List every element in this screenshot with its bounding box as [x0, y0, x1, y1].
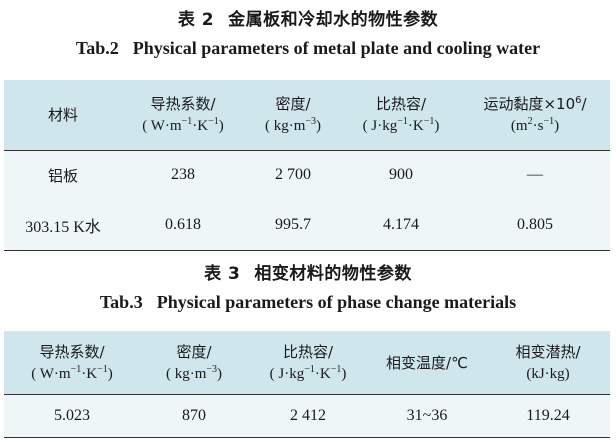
table3-header-latent-heat: 相变潜热/ (kJ·kg) — [515, 342, 581, 382]
table2-title-en: Physical parameters of metal plate and c… — [132, 38, 541, 58]
table3-title-cn: 相变材料的物性参数 — [254, 264, 412, 284]
table2-cell-material: 303.15 K水 — [4, 200, 122, 250]
table3-header-density: 密度/ ( kg·m−3) — [165, 342, 223, 382]
table2-cell: 238 — [171, 166, 195, 183]
table3-cell: 870 — [182, 406, 206, 424]
table2-cell-material: 铝板 — [47, 166, 78, 185]
table2-cell: 4.174 — [383, 216, 419, 233]
table3: 导热系数/ ( W·m−1·K−1) 密度/ ( kg·m−3) 比热容/ ( … — [4, 331, 610, 437]
table2-cell: — — [527, 166, 543, 183]
table3-cell: 119.24 — [526, 406, 570, 424]
table3-number-cn: 表 3 — [204, 264, 241, 284]
table2-title-cn: 金属板和冷却水的物性参数 — [228, 10, 439, 30]
table2-header-viscosity: 运动黏度×106/ (m2·s−1) — [483, 95, 587, 134]
table3-bottom-rule — [4, 437, 610, 438]
table2-header-material: 材料 — [47, 106, 78, 124]
table3-number-en: Tab.3 — [99, 292, 143, 312]
table2-cell: 2 700 — [275, 166, 311, 183]
table2-caption-en: Tab.2 Physical parameters of metal plate … — [0, 38, 616, 59]
table2-caption-cn: 表 2 金属板和冷却水的物性参数 — [0, 5, 616, 30]
table3-header-row: 导热系数/ ( W·m−1·K−1) 密度/ ( kg·m−3) 比热容/ ( … — [4, 331, 610, 394]
table3-header-specific-heat: 比热容/ ( J·kg−1·K−1) — [269, 342, 347, 382]
table2-bottom-rule — [4, 250, 610, 251]
table2-header-specific-heat: 比热容/ ( J·kg−1·K−1) — [362, 95, 440, 134]
table3-title-en: Physical parameters of phase change mate… — [156, 292, 517, 312]
table2-number-cn: 表 2 — [177, 10, 215, 30]
table2-cell: 0.805 — [517, 216, 553, 233]
table2: 材料 导热系数/ ( W·m−1·K−1) 密度/ ( kg·m−3) 比热容/… — [4, 80, 610, 250]
table2-cell-material-label: 303.15 K水 — [25, 219, 101, 236]
table2-header-conductivity: 导热系数/ ( W·m−1·K−1) — [142, 95, 224, 134]
table2-top-rule — [4, 80, 610, 81]
table3-cell: 5.023 — [54, 406, 90, 424]
table-row: 5.023 870 2 412 31~36 119.24 — [4, 394, 610, 437]
table2-header-density: 密度/ ( kg·m−3) — [264, 95, 322, 134]
table3-header-rule — [4, 394, 610, 395]
table3-cell: 31~36 — [406, 406, 448, 424]
table2-header-rule — [4, 150, 610, 151]
table3-caption-cn: 表 3 相变材料的物性参数 — [0, 259, 616, 284]
table2-cell: 995.7 — [275, 216, 311, 233]
table3-header-conductivity: 导热系数/ ( W·m−1·K−1) — [31, 342, 113, 382]
table3-top-rule — [4, 331, 610, 332]
table3-cell: 2 412 — [290, 406, 326, 424]
table2-cell: 0.618 — [165, 216, 201, 233]
table3-header-transition-temp: 相变温度/℃ — [386, 353, 468, 372]
table2-cell: 900 — [389, 166, 413, 183]
table-row: 303.15 K水 0.618 995.7 4.174 0.805 — [4, 200, 610, 250]
table2-header-row: 材料 导热系数/ ( W·m−1·K−1) 密度/ ( kg·m−3) 比热容/… — [4, 80, 610, 150]
table-row: 铝板 238 2 700 900 — — [4, 150, 610, 200]
table2-number-en: Tab.2 — [75, 38, 119, 58]
table3-caption-en: Tab.3 Physical parameters of phase change… — [0, 292, 616, 313]
